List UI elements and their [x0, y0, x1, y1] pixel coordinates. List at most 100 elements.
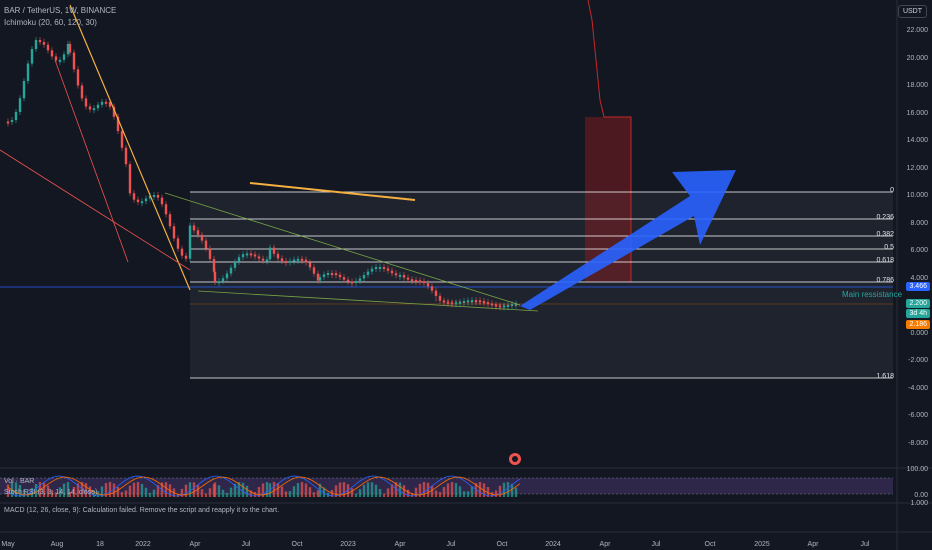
volume-bar	[312, 492, 316, 497]
volume-bar	[104, 483, 108, 497]
fib-level-label: 0	[890, 187, 894, 194]
time-axis-tick: Jul	[651, 541, 661, 548]
volume-bar	[316, 490, 320, 497]
volume-bar	[261, 483, 265, 497]
volume-bar	[322, 487, 326, 497]
time-axis-tick: 18	[96, 541, 104, 548]
volume-bar	[406, 489, 410, 497]
volume-bar	[386, 488, 390, 497]
time-axis-tick: 2025	[754, 541, 770, 548]
volume-bar	[402, 485, 406, 497]
volume-bar	[272, 482, 276, 497]
time-axis-tick: Oct	[496, 541, 508, 548]
volume-bar	[466, 491, 470, 497]
fib-level-label: 0.5	[884, 244, 894, 251]
price-axis-tick: 10.000	[906, 192, 928, 199]
volume-bar	[398, 482, 402, 497]
volume-bar	[237, 482, 241, 497]
volume-bar	[132, 482, 136, 497]
volume-bar	[422, 482, 426, 497]
time-axis-tick: Jul	[241, 541, 251, 548]
price-axis-tick: 6.000	[910, 247, 928, 254]
currency-badge[interactable]: USDT	[897, 5, 927, 18]
volume-bar	[128, 485, 132, 497]
stoch-k-line	[7, 475, 521, 497]
volume-bar	[152, 489, 156, 497]
trendline-orange-1[interactable]	[69, 4, 191, 291]
volume-bar	[72, 486, 76, 497]
volume-bar	[284, 491, 288, 497]
main-resistance-label: Main ressistance	[842, 290, 903, 299]
time-axis-tick: Oct	[704, 541, 716, 548]
time-axis-tick: Oct	[291, 541, 303, 548]
volume-bar	[18, 484, 22, 497]
fib-level-label: 0.236	[876, 214, 894, 221]
indicator-legend[interactable]: Ichimoku (20, 60, 120, 30)	[4, 18, 97, 27]
volume-bar	[382, 493, 386, 497]
fib-lines	[190, 191, 893, 379]
symbol-title[interactable]: BAR / TetherUS, 1W, BINANCE	[4, 6, 117, 15]
volume-bar	[58, 487, 62, 497]
volume-bar	[442, 487, 446, 497]
trendline-red-1[interactable]	[54, 59, 129, 263]
volume-bar	[204, 493, 208, 497]
stoch-axis-bottom: 0.00	[914, 492, 928, 499]
volume-bar	[116, 487, 120, 497]
price-axis-tick: 14.000	[906, 137, 928, 144]
volume-bar	[42, 482, 46, 497]
volume-bar	[430, 485, 434, 497]
volume-bar	[334, 485, 338, 497]
price-axis-tick: 8.000	[910, 219, 928, 227]
volume-bar	[454, 483, 458, 497]
volume-bar	[280, 486, 284, 497]
price-axis-tick: 18.000	[906, 82, 928, 89]
price-axis-tick: 4.000	[910, 274, 928, 282]
volume-bar	[241, 482, 245, 497]
price-axis-tick: -6.000	[908, 412, 928, 419]
price-axis-tick: -4.000	[908, 384, 928, 392]
trendline-red-2[interactable]	[0, 149, 191, 271]
price-axis-tick: 16.000	[906, 109, 928, 117]
macd-error-message[interactable]: MACD (12, 26, close, 9): Calculation fai…	[4, 507, 280, 514]
volume-bar	[184, 484, 188, 497]
volume-bar	[486, 486, 490, 497]
volume-bar	[30, 487, 34, 497]
volume-bar	[374, 484, 378, 497]
volume-bar	[438, 492, 442, 497]
volume-bar	[80, 482, 84, 497]
time-axis-tick: 2022	[135, 541, 151, 548]
candles	[6, 37, 518, 311]
stoch-axis-top: 100.00	[906, 466, 928, 473]
stoch-legend[interactable]: Stoch RSI (3, 3, 14, 14, close)	[4, 489, 98, 496]
time-axis-tick: Jul	[446, 541, 456, 548]
volume-bar	[136, 482, 140, 497]
trendline-orange-2[interactable]	[249, 182, 416, 201]
volume-bar	[498, 485, 502, 497]
time-axis-tick: Apr	[394, 541, 406, 548]
volume-bar	[84, 483, 88, 497]
volume-bar	[100, 486, 104, 497]
price-axis-tick: -2.000	[908, 357, 928, 364]
wedge-upper[interactable]	[164, 192, 521, 306]
volume-bar	[108, 482, 112, 497]
volume-bar	[450, 482, 454, 497]
volume-bar	[462, 491, 466, 497]
volume-bar	[502, 482, 506, 497]
volume-legend[interactable]: Vol · BAR	[4, 478, 35, 485]
volume-bar	[200, 489, 204, 497]
event-icon-inner	[512, 456, 518, 462]
price-axis-tick: 20.000	[906, 54, 928, 62]
volume-bar	[6, 484, 10, 497]
arrow-icon[interactable]	[520, 170, 736, 310]
volume-bar	[188, 482, 192, 497]
volume-bar	[249, 490, 253, 497]
wedge-lower[interactable]	[197, 290, 539, 312]
fib-level-label: 1.618	[876, 373, 894, 380]
volume-bar	[296, 482, 300, 497]
volume-bar	[418, 483, 422, 497]
volume-bar	[506, 482, 510, 497]
volume-bar	[390, 484, 394, 497]
volume-bar	[434, 490, 438, 497]
